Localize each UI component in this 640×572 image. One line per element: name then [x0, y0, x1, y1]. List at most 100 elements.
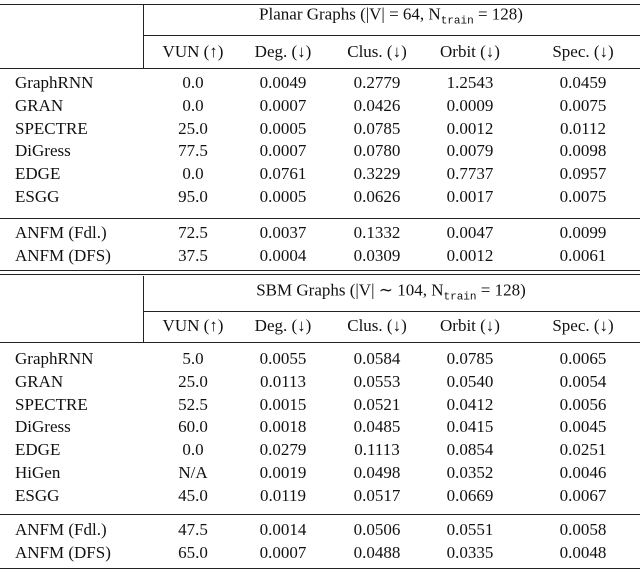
cell: 0.0553: [354, 372, 401, 392]
method-name: GraphRNN: [15, 349, 93, 369]
cell: 0.0488: [354, 543, 401, 563]
method-name: EDGE: [15, 164, 60, 184]
cell: 0.0075: [560, 187, 607, 207]
title-subscript: train: [441, 16, 474, 28]
cell: 0.0521: [354, 395, 401, 415]
rule: [143, 5, 144, 68]
method-name: GraphRNN: [15, 73, 93, 93]
cell: 0.0584: [354, 349, 401, 369]
cell: 0.0412: [447, 395, 494, 415]
cell: 0.0119: [260, 486, 306, 506]
cell: 0.0352: [447, 463, 494, 483]
cell: 0.0485: [354, 417, 401, 437]
cell: 0.0067: [560, 486, 607, 506]
cell: 0.0: [182, 96, 203, 116]
cell: 0.0669: [447, 486, 494, 506]
cell: 0.0785: [354, 119, 401, 139]
cell: 0.0014: [260, 520, 307, 540]
cell: 0.0098: [560, 141, 607, 161]
cell: 47.5: [178, 520, 208, 540]
cell: 72.5: [178, 223, 208, 243]
cell: 0.0007: [260, 543, 307, 563]
method-name: ESGG: [15, 187, 59, 207]
cell: 0.0279: [260, 440, 307, 460]
cell: 77.5: [178, 141, 208, 161]
cell: 0.0: [182, 440, 203, 460]
cell: 0.0012: [447, 246, 494, 266]
section-title: Planar Graphs (|V| = 64, Ntrain = 128): [259, 4, 523, 31]
cell: 0.0426: [354, 96, 401, 116]
cell: 0.0058: [560, 520, 607, 540]
rule: [0, 218, 640, 219]
column-header: Clus. (↓): [347, 316, 407, 336]
rule: [0, 514, 640, 515]
column-header: VUN (↑): [163, 42, 224, 62]
cell: 0.0075: [560, 96, 607, 116]
cell: 0.0019: [260, 463, 307, 483]
cell: 0.0017: [447, 187, 494, 207]
cell: 0.0517: [354, 486, 401, 506]
method-name: ANFM (Fdl.): [15, 520, 107, 540]
cell: 0.0498: [354, 463, 401, 483]
column-header: Orbit (↓): [440, 42, 500, 62]
title-text: SBM Graphs (|V| ∼ 104, N: [256, 280, 443, 299]
cell: 0.0007: [260, 141, 307, 161]
cell: 0.0015: [260, 395, 307, 415]
cell: 0.0048: [560, 543, 607, 563]
method-name: HiGen: [15, 463, 60, 483]
cell: 0.0113: [260, 372, 306, 392]
method-name: GRAN: [15, 96, 63, 116]
cell: 0.0551: [447, 520, 494, 540]
cell: 25.0: [178, 372, 208, 392]
rule: [143, 276, 144, 342]
method-name: ANFM (DFS): [15, 246, 111, 266]
column-header: Deg. (↓): [255, 42, 312, 62]
cell: 0.1332: [354, 223, 401, 243]
method-name: SPECTRE: [15, 119, 88, 139]
cell: 0.0007: [260, 96, 307, 116]
cell: 0.0079: [447, 141, 494, 161]
cell: 0.0004: [260, 246, 307, 266]
rule: [0, 342, 640, 343]
cell: 0.0065: [560, 349, 607, 369]
method-name: EDGE: [15, 440, 60, 460]
cell: 0.0854: [447, 440, 494, 460]
column-header: Spec. (↓): [552, 316, 613, 336]
cell: 0.0005: [260, 187, 307, 207]
cell: 0.0957: [560, 164, 607, 184]
method-name: SPECTRE: [15, 395, 88, 415]
method-name: ESGG: [15, 486, 59, 506]
method-name: DiGress: [15, 417, 71, 437]
cell: 0.0018: [260, 417, 307, 437]
rule: [0, 270, 640, 271]
cell: 0.0251: [560, 440, 607, 460]
method-name: GRAN: [15, 372, 63, 392]
cell: 95.0: [178, 187, 208, 207]
title-text: Planar Graphs (|V| = 64, N: [259, 4, 441, 23]
method-name: ANFM (DFS): [15, 543, 111, 563]
cell: 0.0056: [560, 395, 607, 415]
rule: [143, 311, 640, 312]
cell: 37.5: [178, 246, 208, 266]
method-name: DiGress: [15, 141, 71, 161]
cell: 65.0: [178, 543, 208, 563]
cell: 0.0335: [447, 543, 494, 563]
cell: 0.0506: [354, 520, 401, 540]
column-header: Deg. (↓): [255, 316, 312, 336]
cell: 0.7737: [447, 164, 494, 184]
title-text: = 128): [477, 280, 526, 299]
cell: 0.0005: [260, 119, 307, 139]
cell: 0.0099: [560, 223, 607, 243]
cell: 0.0780: [354, 141, 401, 161]
cell: 45.0: [178, 486, 208, 506]
rule: [0, 68, 640, 69]
cell: 0.0061: [560, 246, 607, 266]
section-title: SBM Graphs (|V| ∼ 104, Ntrain = 128): [256, 280, 526, 307]
cell: 0.0: [182, 73, 203, 93]
rule: [143, 35, 640, 36]
column-header: Orbit (↓): [440, 316, 500, 336]
cell: 25.0: [178, 119, 208, 139]
column-header: Spec. (↓): [552, 42, 613, 62]
cell: 0.0046: [560, 463, 607, 483]
